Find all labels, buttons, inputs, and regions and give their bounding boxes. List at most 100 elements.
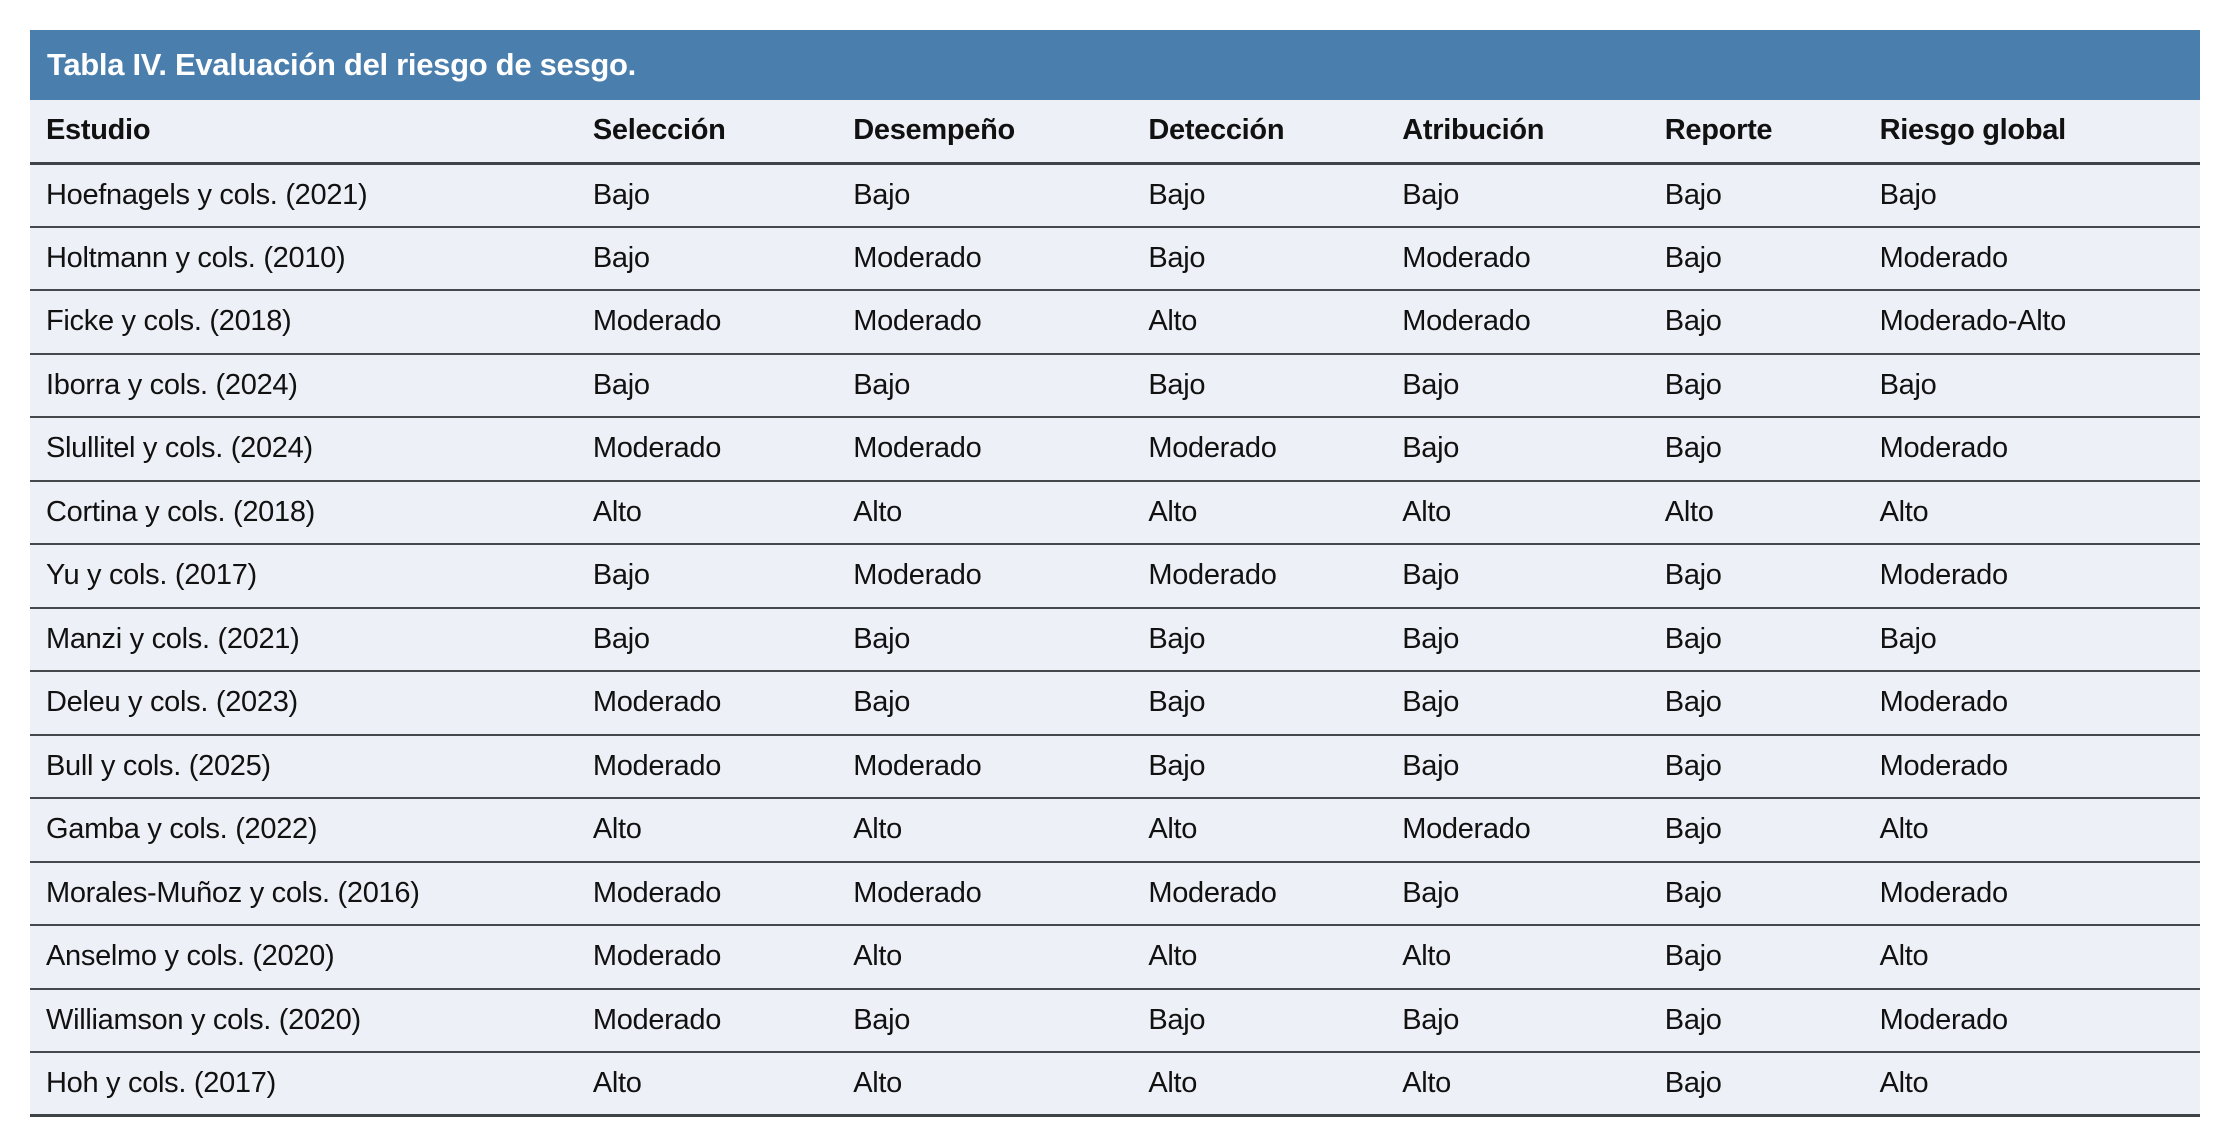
study-cell: Yu y cols. (2017) xyxy=(30,544,577,609)
table-title: Tabla IV. Evaluación del riesgo de sesgo… xyxy=(47,47,636,82)
rating-cell: Bajo xyxy=(1863,353,2200,418)
rating-cell: Alto xyxy=(1132,290,1387,355)
study-cell: Slullitel y cols. (2024) xyxy=(30,417,577,482)
rating-cell: Moderado xyxy=(1386,798,1649,863)
column-header-estudio: Estudio xyxy=(30,100,577,165)
rating-cell: Alto xyxy=(1386,925,1649,990)
rating-cell: Bajo xyxy=(1648,1052,1864,1117)
rating-cell: Bajo xyxy=(1386,544,1649,609)
rating-cell: Bajo xyxy=(1386,163,1649,228)
column-header-reporte: Reporte xyxy=(1648,100,1864,165)
rating-cell: Alto xyxy=(837,480,1133,545)
rating-cell: Bajo xyxy=(1386,417,1649,482)
table-row: Gamba y cols. (2022) Alto Alto Alto Moderado… xyxy=(30,798,2200,863)
rating-cell: Bajo xyxy=(1648,544,1864,609)
rating-cell: Bajo xyxy=(837,607,1133,672)
rating-cell: Bajo xyxy=(837,988,1133,1053)
table-row: Slullitel y cols. (2024) Moderado Moderado… xyxy=(30,417,2200,482)
rating-cell: Moderado xyxy=(576,925,838,990)
rating-cell: Alto xyxy=(1863,925,2200,990)
table-row: Ficke y cols. (2018) Moderado Moderado Alto… xyxy=(30,290,2200,355)
rating-cell: Bajo xyxy=(837,671,1133,736)
rating-cell: Bajo xyxy=(1648,925,1864,990)
rating-cell: Bajo xyxy=(1648,353,1864,418)
rating-cell: Alto xyxy=(837,798,1133,863)
rating-cell: Bajo xyxy=(1863,163,2200,228)
rating-cell: Moderado xyxy=(1863,734,2200,799)
study-cell: Hoh y cols. (2017) xyxy=(30,1052,577,1117)
study-cell: Cortina y cols. (2018) xyxy=(30,480,577,545)
rating-cell: Bajo xyxy=(837,353,1133,418)
study-cell: Hoefnagels y cols. (2021) xyxy=(30,163,577,228)
study-cell: Bull y cols. (2025) xyxy=(30,734,577,799)
rating-cell: Bajo xyxy=(1132,607,1387,672)
column-header-atribucion: Atribución xyxy=(1386,100,1649,165)
rating-cell: Bajo xyxy=(576,544,838,609)
header-row: Estudio Selección Desempeño Detección At… xyxy=(30,100,2200,165)
rating-cell: Bajo xyxy=(1648,798,1864,863)
rating-cell: Bajo xyxy=(837,163,1133,228)
study-cell: Anselmo y cols. (2020) xyxy=(30,925,577,990)
rating-cell: Moderado xyxy=(1132,544,1387,609)
rating-cell: Alto xyxy=(1132,1052,1387,1117)
table-row: Cortina y cols. (2018) Alto Alto Alto Alto Al… xyxy=(30,480,2200,545)
rating-cell: Moderado xyxy=(576,417,838,482)
study-cell: Iborra y cols. (2024) xyxy=(30,353,577,418)
rating-cell: Bajo xyxy=(1132,353,1387,418)
table-row: Manzi y cols. (2021) Bajo Bajo Bajo Bajo Bajo… xyxy=(30,607,2200,672)
rating-cell: Bajo xyxy=(1648,988,1864,1053)
rating-cell: Moderado xyxy=(1863,417,2200,482)
rating-cell: Moderado xyxy=(1863,861,2200,926)
study-cell: Manzi y cols. (2021) xyxy=(30,607,577,672)
rating-cell: Moderado xyxy=(837,544,1133,609)
rating-cell: Bajo xyxy=(1132,226,1387,291)
rating-cell: Bajo xyxy=(576,226,838,291)
rating-cell: Bajo xyxy=(1648,734,1864,799)
rating-cell: Moderado xyxy=(1863,226,2200,291)
rating-cell: Bajo xyxy=(1648,671,1864,736)
table-body: Hoefnagels y cols. (2021) Bajo Bajo Bajo Baj… xyxy=(30,163,2200,1117)
rating-cell: Alto xyxy=(1648,480,1864,545)
rating-cell: Moderado-Alto xyxy=(1863,290,2200,355)
data-table: Estudio Selección Desempeño Detección At… xyxy=(30,100,2200,1117)
rating-cell: Bajo xyxy=(1386,861,1649,926)
table-row: Iborra y cols. (2024) Bajo Bajo Bajo Bajo Baj… xyxy=(30,353,2200,418)
rating-cell: Moderado xyxy=(837,861,1133,926)
rating-cell: Alto xyxy=(1863,1052,2200,1117)
study-cell: Ficke y cols. (2018) xyxy=(30,290,577,355)
rating-cell: Moderado xyxy=(576,988,838,1053)
rating-cell: Alto xyxy=(837,1052,1133,1117)
rating-cell: Alto xyxy=(576,798,838,863)
rating-cell: Moderado xyxy=(837,290,1133,355)
table-header: Estudio Selección Desempeño Detección At… xyxy=(30,100,2200,165)
rating-cell: Alto xyxy=(1386,1052,1649,1117)
rating-cell: Moderado xyxy=(1863,988,2200,1053)
table-row: Hoefnagels y cols. (2021) Bajo Bajo Bajo Baj… xyxy=(30,163,2200,228)
table-row: Deleu y cols. (2023) Moderado Bajo Bajo Bajo… xyxy=(30,671,2200,736)
rating-cell: Bajo xyxy=(576,163,838,228)
rating-cell: Moderado xyxy=(837,417,1133,482)
rating-cell: Alto xyxy=(576,480,838,545)
rating-cell: Moderado xyxy=(837,734,1133,799)
rating-cell: Bajo xyxy=(1132,988,1387,1053)
table-row: Williamson y cols. (2020) Moderado Bajo Baj… xyxy=(30,988,2200,1053)
rating-cell: Moderado xyxy=(576,671,838,736)
rating-cell: Alto xyxy=(1863,480,2200,545)
rating-cell: Bajo xyxy=(1648,607,1864,672)
rating-cell: Bajo xyxy=(1648,417,1864,482)
rating-cell: Bajo xyxy=(1386,607,1649,672)
rating-cell: Bajo xyxy=(1648,226,1864,291)
rating-cell: Bajo xyxy=(1386,353,1649,418)
rating-cell: Moderado xyxy=(1132,861,1387,926)
table-row: Holtmann y cols. (2010) Bajo Moderado Bajo M… xyxy=(30,226,2200,291)
rating-cell: Bajo xyxy=(576,607,838,672)
rating-cell: Moderado xyxy=(1863,544,2200,609)
rating-cell: Moderado xyxy=(576,861,838,926)
table-row: Yu y cols. (2017) Bajo Moderado Moderado Baj… xyxy=(30,544,2200,609)
table-row: Bull y cols. (2025) Moderado Moderado Bajo B… xyxy=(30,734,2200,799)
rating-cell: Bajo xyxy=(1386,671,1649,736)
rating-cell: Moderado xyxy=(837,226,1133,291)
rating-cell: Moderado xyxy=(1863,671,2200,736)
rating-cell: Moderado xyxy=(576,734,838,799)
rating-cell: Moderado xyxy=(576,290,838,355)
